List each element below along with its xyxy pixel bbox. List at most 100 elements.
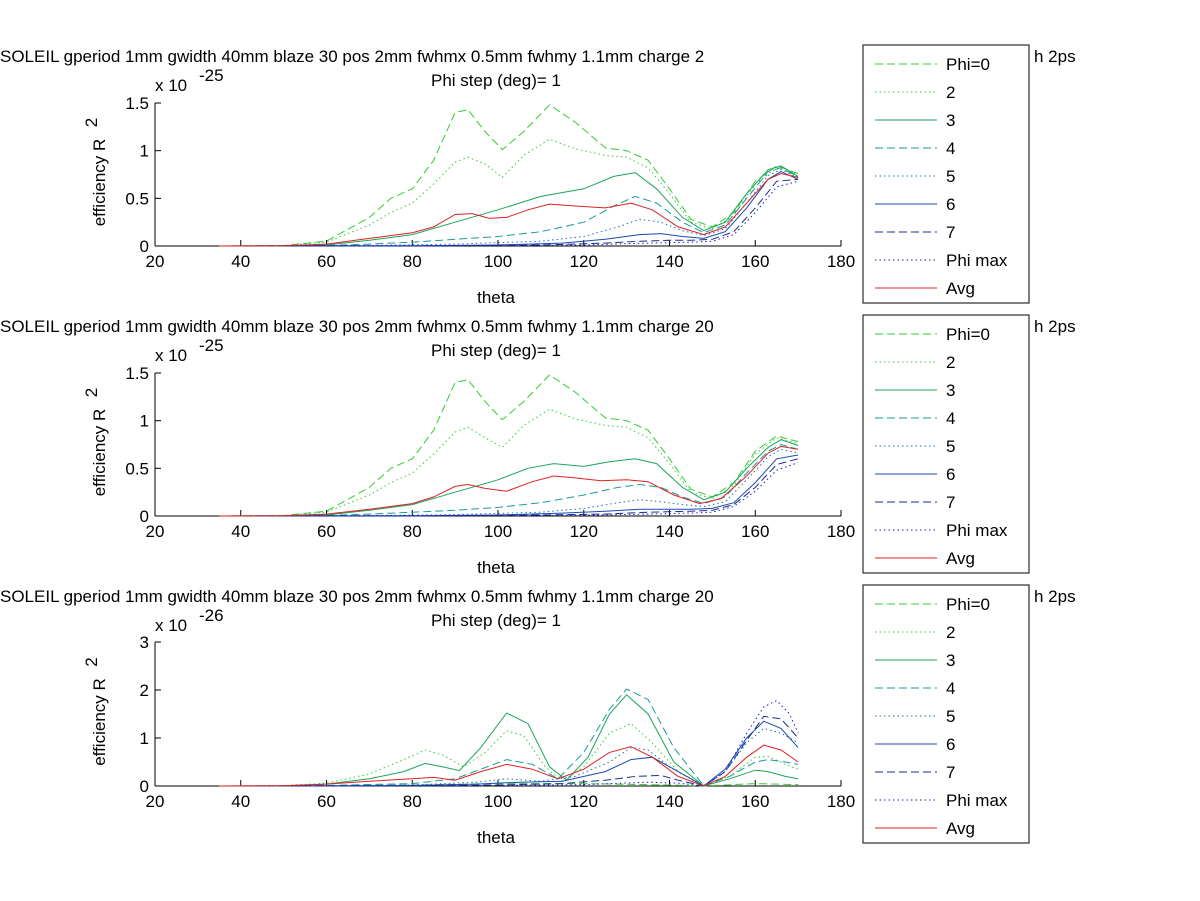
y-axis-label-superscript: 2 [82,118,101,127]
series-line-8 [219,699,799,787]
series-line-4 [219,443,799,517]
y-axis-label-group: efficiency R 2 [82,118,109,227]
series-line-9 [219,172,799,247]
legend-entry-label: Phi=0 [946,595,990,614]
y-exponent: -25 [199,336,224,355]
chart-subtitle: Phi step (deg)= 1 [431,611,561,630]
y-tick-label: 1 [140,412,149,431]
legend-entry-label: Avg [946,819,975,838]
y-tick-label: 2 [140,681,149,700]
y-multiplier: x 10 [155,76,187,95]
legend-entry-label: 2 [946,83,955,102]
y-tick-label: 0 [140,507,149,526]
legend-entry-label: 6 [946,465,955,484]
legend-entry-label: 4 [946,139,955,158]
series-line-3 [219,165,799,247]
x-tick-label: 160 [741,252,769,271]
legend-entry-label: Phi max [946,251,1008,270]
series-line-1 [219,374,799,517]
series-line-7 [219,715,799,787]
chart-title-tail: h 2ps [1034,47,1076,66]
x-axis-label: theta [477,828,515,847]
y-tick-label: 0.5 [125,459,149,478]
chart-panel-3: SOLEIL gperiod 1mm gwidth 40mm blaze 30 … [0,584,1076,847]
series-line-6 [219,171,799,247]
y-tick-label: 0 [140,777,149,796]
series-line-6 [219,454,799,517]
y-axis-label: efficiency R [90,409,109,497]
x-tick-label: 140 [655,792,683,811]
series-line-5 [219,448,799,517]
legend-entry-label: 6 [946,735,955,754]
series-line-9 [219,744,799,787]
series-line-8 [219,180,799,247]
x-tick-label: 140 [655,252,683,271]
chart-title: SOLEIL gperiod 1mm gwidth 40mm blaze 30 … [0,317,714,336]
series-line-2 [219,408,799,517]
x-tick-label: 180 [827,792,855,811]
chart-title: SOLEIL gperiod 1mm gwidth 40mm blaze 30 … [0,47,704,66]
x-tick-label: 180 [827,252,855,271]
x-tick-label: 60 [317,792,336,811]
legend-entry-label: 5 [946,437,955,456]
legend-entry-label: 7 [946,223,955,242]
legend-entry-label: Phi=0 [946,325,990,344]
y-multiplier: x 10 [155,346,187,365]
x-axis-label: theta [477,288,515,307]
x-tick-label: 100 [484,522,512,541]
series-line-3 [219,694,799,787]
y-tick-label: 1 [140,729,149,748]
series-line-5 [219,727,799,787]
legend-entry-label: 4 [946,409,955,428]
legend-entry-label: Avg [946,549,975,568]
legend-entry-label: 5 [946,167,955,186]
legend-entry-label: 2 [946,623,955,642]
y-tick-label: 1.5 [125,364,149,383]
y-multiplier: x 10 [155,616,187,635]
legend-entry-label: 2 [946,353,955,372]
legend-entry-label: 3 [946,381,955,400]
y-tick-label: 1 [140,142,149,161]
series-line-1 [219,104,799,247]
legend-box [862,314,1030,574]
series-line-2 [219,723,799,787]
x-tick-label: 100 [484,252,512,271]
y-tick-label: 1.5 [125,94,149,113]
series-line-7 [219,458,799,517]
legend-box [862,44,1030,304]
chart-panel-2: SOLEIL gperiod 1mm gwidth 40mm blaze 30 … [0,314,1076,577]
series-line-5 [219,169,799,247]
x-tick-label: 120 [570,252,598,271]
series-line-4 [219,167,799,247]
y-axis-label-superscript: 2 [82,657,101,666]
chart-panel-1: SOLEIL gperiod 1mm gwidth 40mm blaze 30 … [0,44,1076,307]
series-line-4 [219,688,799,787]
x-tick-label: 160 [741,792,769,811]
x-tick-label: 160 [741,522,769,541]
x-tick-label: 80 [403,252,422,271]
series-line-6 [219,720,799,787]
chart-subtitle: Phi step (deg)= 1 [431,71,561,90]
legend-entry-label: 7 [946,493,955,512]
y-axis-label-group: efficiency R 2 [82,388,109,497]
legend-box [862,584,1030,844]
x-tick-label: 80 [403,792,422,811]
series-line-8 [219,462,799,517]
y-axis-label-group: efficiency R 2 [82,657,109,766]
legend-entry-label: 3 [946,651,955,670]
x-tick-label: 120 [570,792,598,811]
x-tick-label: 100 [484,792,512,811]
x-tick-label: 40 [231,522,250,541]
legend: Phi=0 2 3 4 5 6 7 Phi max Avg [862,314,1030,574]
x-axis-label: theta [477,558,515,577]
x-tick-label: 40 [231,252,250,271]
legend-entry-label: 7 [946,763,955,782]
legend-entry-label: 4 [946,679,955,698]
x-tick-label: 40 [231,792,250,811]
x-tick-label: 20 [146,522,165,541]
chart-title-tail: h 2ps [1034,317,1076,336]
x-tick-label: 20 [146,792,165,811]
chart-title: SOLEIL gperiod 1mm gwidth 40mm blaze 30 … [0,587,714,606]
chart-title-tail: h 2ps [1034,587,1076,606]
y-exponent: -26 [199,606,224,625]
